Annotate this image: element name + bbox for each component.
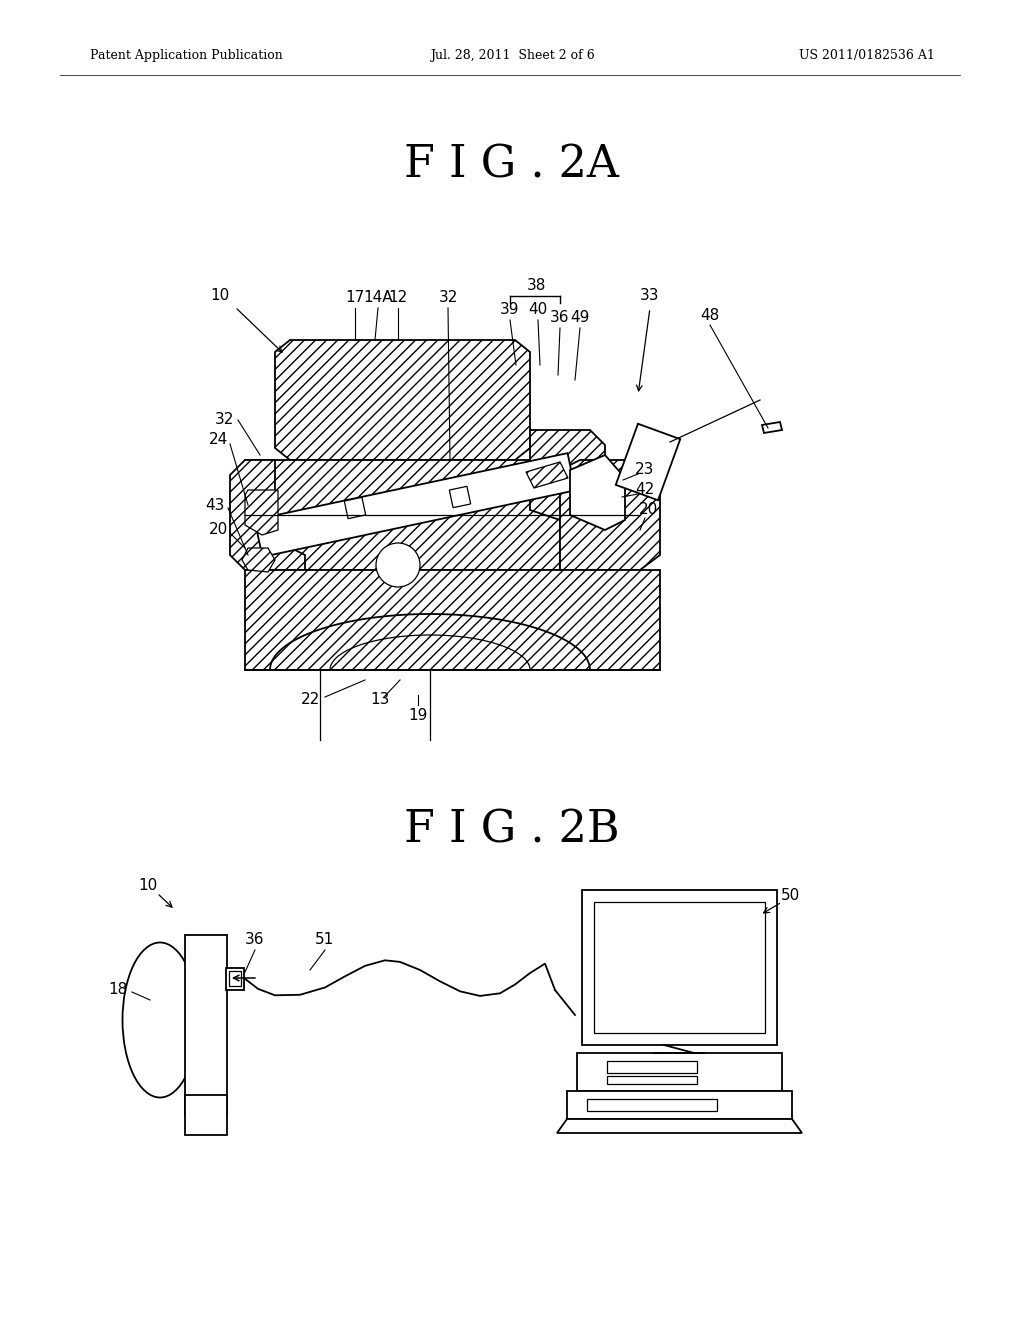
Text: 10: 10 (210, 288, 229, 302)
Text: Patent Application Publication: Patent Application Publication (90, 49, 283, 62)
Text: 20: 20 (638, 503, 657, 517)
Text: 33: 33 (640, 288, 659, 302)
Bar (185, 1096, 227, 1135)
Text: 32: 32 (215, 412, 234, 428)
Polygon shape (245, 459, 560, 570)
Text: 14A: 14A (364, 290, 393, 305)
Text: F I G . 2A: F I G . 2A (404, 144, 620, 186)
Bar (567, 1092, 792, 1119)
Text: 23: 23 (635, 462, 654, 478)
Text: US 2011/0182536 A1: US 2011/0182536 A1 (799, 49, 935, 62)
Polygon shape (762, 422, 782, 433)
Circle shape (376, 543, 420, 587)
Text: 38: 38 (526, 277, 546, 293)
Polygon shape (526, 462, 568, 488)
Bar (594, 902, 765, 1034)
Polygon shape (275, 341, 530, 459)
Bar (607, 1076, 697, 1084)
Polygon shape (344, 498, 366, 519)
Polygon shape (530, 430, 605, 525)
Polygon shape (230, 459, 305, 570)
Text: 10: 10 (138, 878, 158, 892)
Text: 18: 18 (109, 982, 128, 998)
Polygon shape (255, 453, 575, 557)
Ellipse shape (123, 942, 198, 1097)
Polygon shape (450, 486, 471, 508)
Text: Jul. 28, 2011  Sheet 2 of 6: Jul. 28, 2011 Sheet 2 of 6 (430, 49, 594, 62)
Bar (245, 570, 660, 671)
Text: 51: 51 (315, 932, 335, 948)
Bar (582, 890, 777, 1045)
Bar (185, 935, 227, 1115)
Text: 24: 24 (208, 433, 227, 447)
Polygon shape (242, 548, 275, 572)
Text: 43: 43 (206, 498, 224, 512)
Text: 36: 36 (550, 310, 569, 326)
Polygon shape (615, 424, 680, 500)
Text: 22: 22 (300, 693, 319, 708)
Text: 32: 32 (438, 290, 458, 305)
Bar (229, 972, 241, 986)
Polygon shape (570, 455, 625, 531)
Text: 50: 50 (780, 887, 800, 903)
Text: 12: 12 (388, 290, 408, 305)
Text: 49: 49 (570, 310, 590, 326)
Text: 17: 17 (345, 290, 365, 305)
Polygon shape (557, 1119, 802, 1133)
Text: F I G . 2B: F I G . 2B (404, 808, 620, 851)
Bar (607, 1061, 697, 1073)
Text: 48: 48 (700, 308, 720, 322)
Bar (226, 968, 244, 990)
Text: 13: 13 (371, 693, 390, 708)
Text: 42: 42 (635, 483, 654, 498)
Text: 36: 36 (246, 932, 265, 948)
Polygon shape (245, 459, 660, 570)
Text: 40: 40 (528, 302, 548, 318)
Text: 39: 39 (501, 302, 520, 318)
Text: 19: 19 (409, 708, 428, 722)
Bar (577, 1053, 782, 1092)
Polygon shape (245, 490, 278, 535)
Text: 20: 20 (208, 523, 227, 537)
Bar (587, 1100, 717, 1111)
